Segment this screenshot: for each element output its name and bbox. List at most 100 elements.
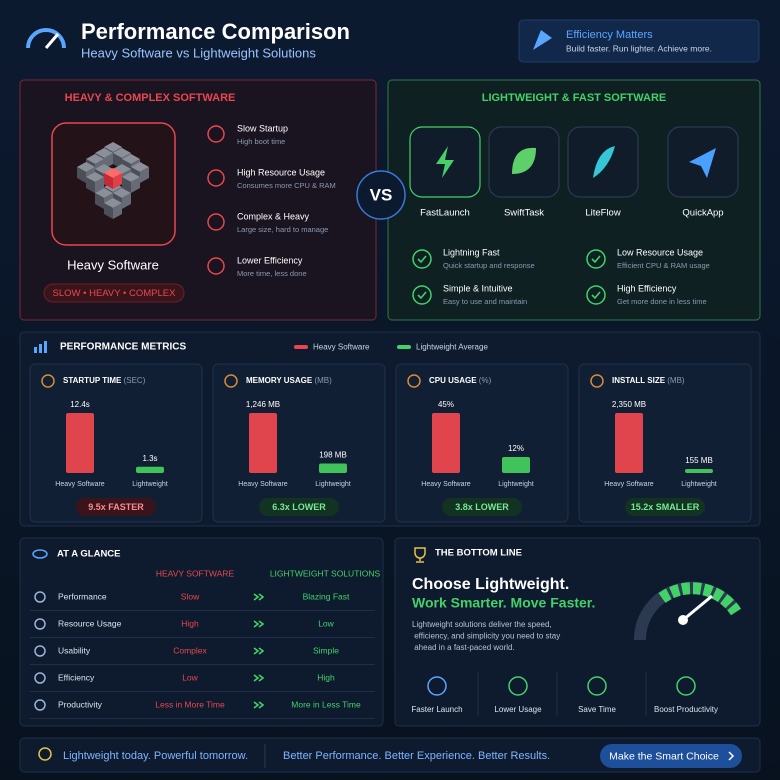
row-label: Efficiency xyxy=(58,672,95,682)
row-light: Simple xyxy=(313,645,339,655)
cta-arrow xyxy=(728,751,735,761)
cta-button[interactable] xyxy=(600,744,742,768)
legend-swatch xyxy=(294,345,308,349)
cube-right xyxy=(104,153,113,169)
row-heavy: High xyxy=(181,618,199,628)
row-arrow xyxy=(253,701,265,709)
cta-label[interactable]: Make the Smart Choice xyxy=(609,750,719,762)
bar-value-label: 2,350 MB xyxy=(612,400,646,409)
app-name: SwiftTask xyxy=(504,208,544,219)
feature-text: Easy to use and maintain xyxy=(443,297,527,306)
heavy-label: Heavy Software xyxy=(67,257,159,272)
bar-value-label: 198 MB xyxy=(319,451,347,460)
row-label: Usability xyxy=(58,645,91,655)
cube-right xyxy=(113,203,122,219)
row-icon xyxy=(34,591,46,603)
row-icon xyxy=(34,645,46,657)
heavy-tag: SLOW • HEAVY • COMPLEX xyxy=(53,288,177,299)
badge-label: 9.5x FASTER xyxy=(88,502,144,512)
app-name: FastLaunch xyxy=(420,208,470,219)
legend-label: Lightweight Average xyxy=(416,343,488,352)
metric-card xyxy=(395,363,569,523)
footer-left: Lightweight today. Powerful tomorrow. xyxy=(63,750,248,762)
feature-title: Lightning Fast xyxy=(443,247,500,257)
bar xyxy=(66,413,94,473)
bar xyxy=(432,413,460,473)
cube-right xyxy=(95,177,104,193)
metric-icon xyxy=(224,374,238,388)
gauge-hub xyxy=(678,615,688,625)
row-heavy: Complex xyxy=(173,645,207,655)
heavy-item-title: High Resource Usage xyxy=(237,167,325,177)
bar-value-label: 12.4s xyxy=(70,400,90,409)
metrics-icon xyxy=(39,344,42,353)
cube-right xyxy=(122,193,131,209)
item-label: Faster Launch xyxy=(411,705,462,714)
item-label: Save Time xyxy=(578,705,616,714)
bar-category-label: Heavy Software xyxy=(238,481,288,488)
bar-category-label: Heavy Software xyxy=(604,481,654,488)
metric-card xyxy=(29,363,203,523)
vs-circle xyxy=(356,170,406,220)
heavy-item-icon xyxy=(207,169,225,187)
cube-left xyxy=(86,177,95,193)
app-icon xyxy=(436,146,454,178)
heavy-heading: HEAVY & COMPLEX SOFTWARE xyxy=(65,92,236,104)
bar-category-label: Lightweight xyxy=(681,481,716,488)
heavy-item-icon xyxy=(207,125,225,143)
feature-check xyxy=(412,249,432,269)
row-label: Resource Usage xyxy=(58,618,122,628)
feature-title: Simple & Intuitive xyxy=(443,283,513,293)
row-light: High xyxy=(317,672,335,682)
heavy-item-text: Consumes more CPU & RAM xyxy=(237,181,336,190)
feature-check-mark xyxy=(417,255,427,264)
bottom-headline: Choose Lightweight. xyxy=(412,576,569,593)
bar xyxy=(502,457,530,473)
heavy-item-icon xyxy=(207,213,225,231)
item-label: Boost Productivity xyxy=(654,705,718,714)
legend-label: Heavy Software xyxy=(313,343,370,352)
row-icon xyxy=(34,672,46,684)
bottom-panel xyxy=(394,537,761,727)
bar-value-label: 1.3s xyxy=(142,454,157,463)
heavy-item-text: Large size, hard to manage xyxy=(237,225,328,234)
heavy-item-title: Complex & Heavy xyxy=(237,211,310,221)
row-icon xyxy=(34,618,46,630)
metric-title-text: STARTUP TIME xyxy=(63,376,122,385)
metric-title: CPU USAGE (%) xyxy=(429,376,492,385)
bar xyxy=(685,469,713,473)
bar-category-label: Heavy Software xyxy=(421,481,471,488)
heavy-item-title: Slow Startup xyxy=(237,123,288,133)
row-light: More in Less Time xyxy=(291,699,361,709)
heavy-item-title: Lower Efficiency xyxy=(237,255,303,265)
bar-value-label: 12% xyxy=(508,444,524,453)
row-heavy: Slow xyxy=(181,591,200,601)
metric-title-text: CPU USAGE xyxy=(429,376,477,385)
metrics-icon xyxy=(44,341,47,353)
metrics-icon xyxy=(34,347,37,353)
trophy-icon xyxy=(414,547,426,563)
bottom-title: THE BOTTOM LINE xyxy=(435,548,522,559)
row-arrow xyxy=(253,620,265,628)
badge-label: 15.2x SMALLER xyxy=(631,502,700,512)
metric-unit: (MB) xyxy=(665,376,685,385)
callout-box xyxy=(518,19,760,63)
bar xyxy=(615,413,643,473)
metric-title: STARTUP TIME (SEC) xyxy=(63,376,146,385)
header-icon-needle xyxy=(44,33,60,49)
glance-col-light: LIGHTWEIGHT SOLUTIONS xyxy=(270,568,381,578)
callout-text: Build faster. Run lighter. Achieve more. xyxy=(566,43,712,53)
feature-check xyxy=(586,285,606,305)
row-light: Blazing Fast xyxy=(303,591,350,601)
feature-check xyxy=(412,285,432,305)
metric-card xyxy=(578,363,752,523)
feature-text: Get more done in less time xyxy=(617,297,707,306)
gauge-arc-green xyxy=(658,582,742,616)
item-label: Lower Usage xyxy=(494,705,542,714)
row-arrow xyxy=(253,674,265,682)
footer-bar xyxy=(19,737,761,773)
glance-panel xyxy=(19,537,384,727)
light-heading: LIGHTWEIGHT & FAST SOFTWARE xyxy=(482,92,667,104)
bar-value-label: 155 MB xyxy=(685,456,713,465)
